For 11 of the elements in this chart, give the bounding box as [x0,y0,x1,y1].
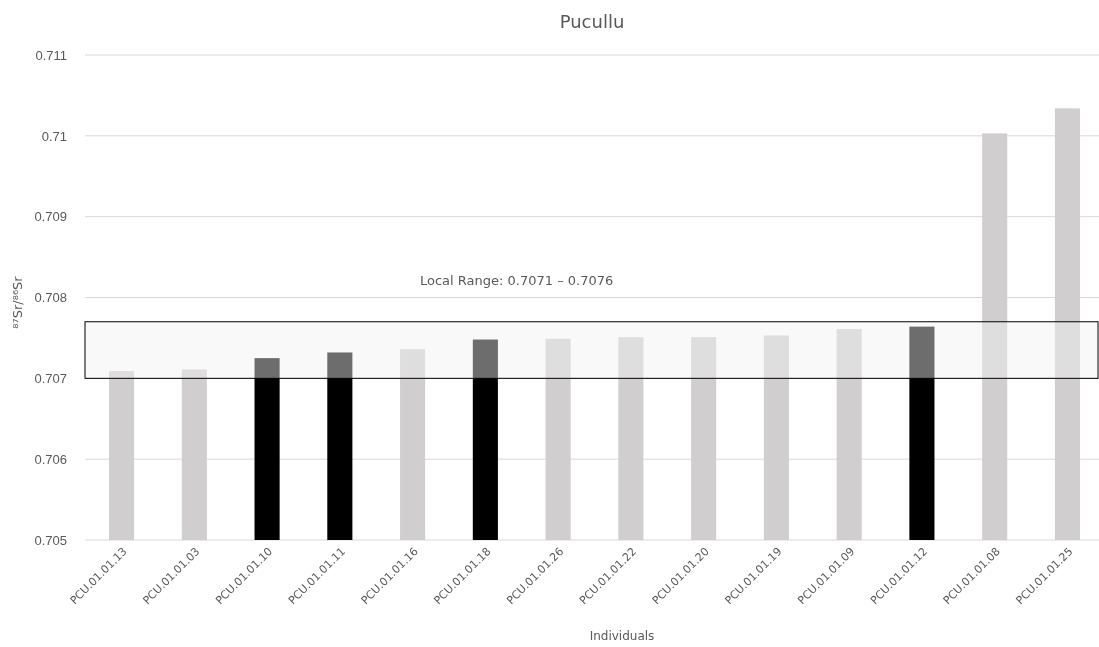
y-tick-label: 0.707 [34,370,67,386]
y-tick-label: 0.708 [34,290,67,306]
chart-title: Pucullu [559,11,625,32]
y-tick-label: 0.709 [34,209,67,225]
y-tick-label: 0.705 [34,532,67,548]
band-label: Local Range: 0.7071 – 0.7076 [420,272,614,288]
y-tick-label: 0.71 [41,128,67,144]
y-tick-label: 0.706 [34,451,67,467]
y-axis-title: ⁸⁷Sr/⁸⁶Sr [10,275,25,329]
x-axis-title: Individuals [589,629,655,643]
y-tick-label: 0.711 [35,47,67,63]
